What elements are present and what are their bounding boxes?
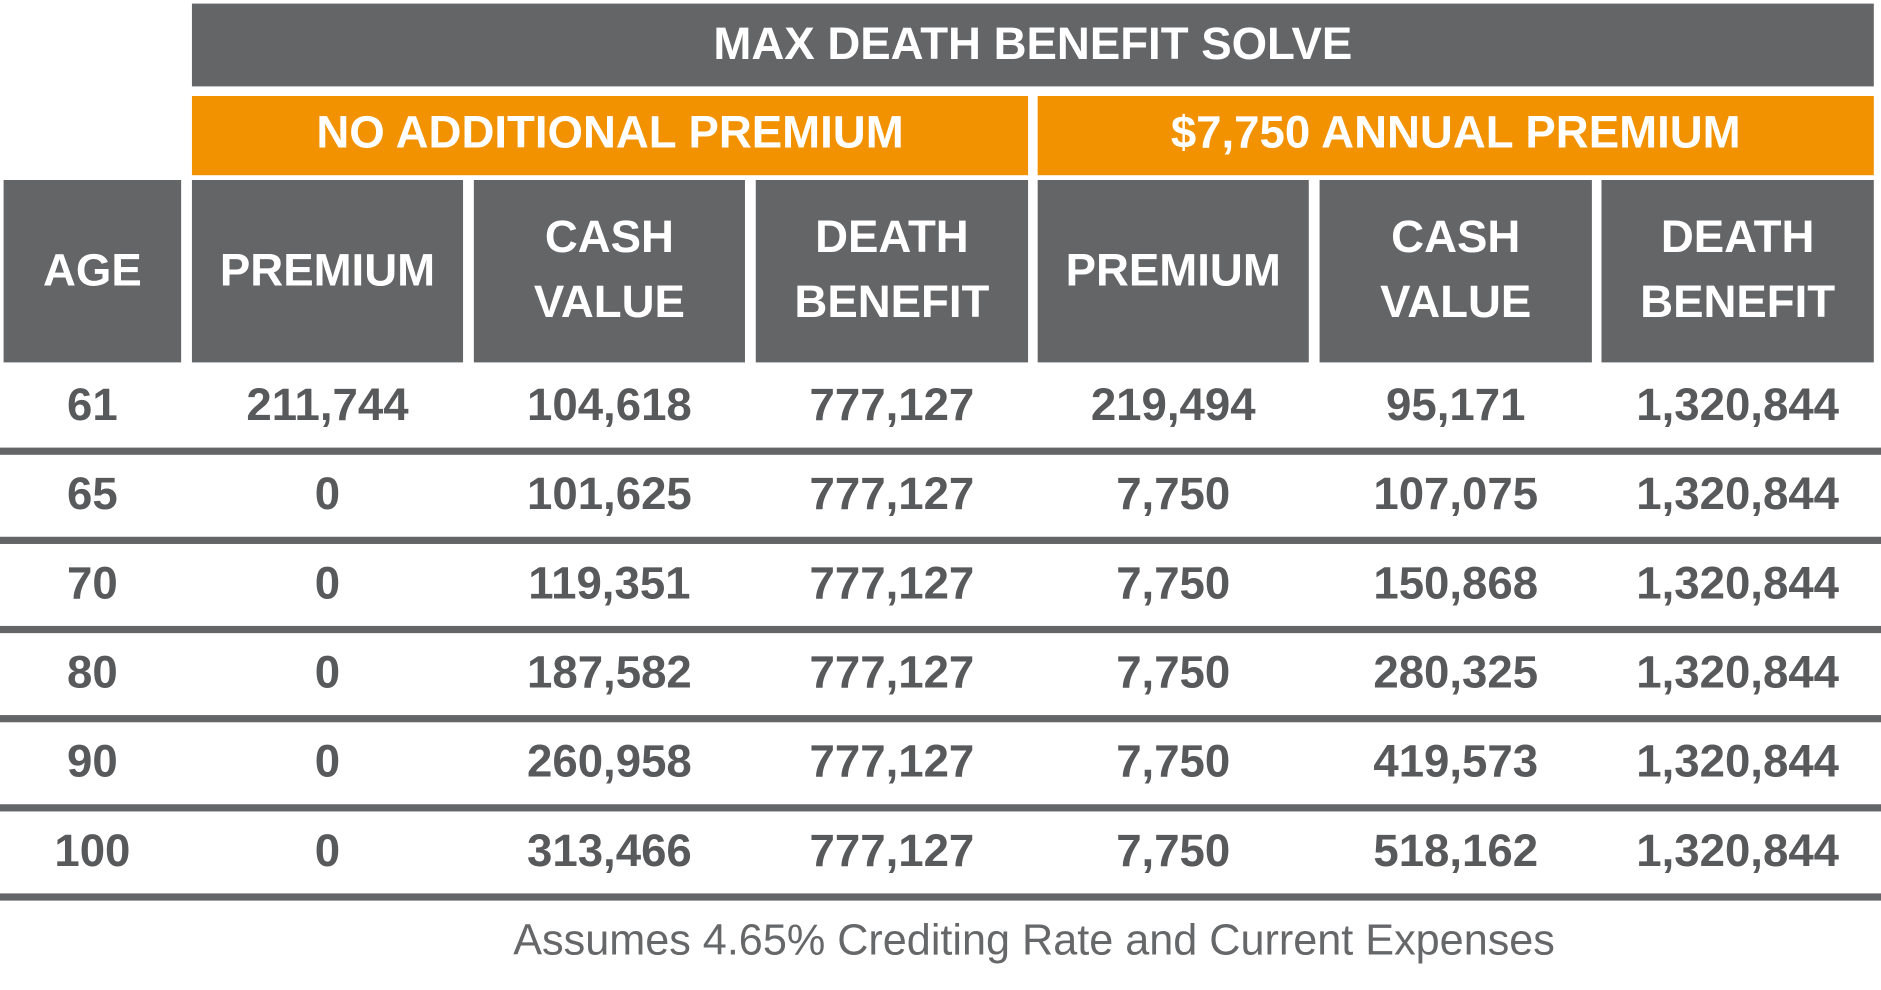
cell: 211,744 — [246, 379, 409, 430]
column-header: PREMIUM — [1066, 245, 1281, 296]
cell: 419,573 — [1373, 736, 1538, 787]
cell: 65 — [67, 468, 118, 519]
row-separator — [0, 804, 1881, 812]
cell: 1,320,844 — [1636, 379, 1839, 430]
cell: 187,582 — [527, 647, 692, 698]
group-label: $7,750 ANNUAL PREMIUM — [1171, 107, 1741, 158]
footnote: Assumes 4.65% Crediting Rate and Current… — [513, 917, 1555, 965]
cell: 61 — [67, 379, 118, 430]
cell: 0 — [315, 557, 340, 608]
group-bar — [191, 96, 1029, 176]
column-header-cell — [191, 180, 464, 363]
cell: 90 — [67, 736, 118, 787]
column-header: AGE — [43, 245, 142, 296]
cell: 101,625 — [527, 468, 692, 519]
table-title: MAX DEATH BENEFIT SOLVE — [713, 18, 1352, 69]
cell: 777,127 — [810, 647, 975, 698]
column-header: CASH VALUE — [1380, 211, 1531, 327]
column-header-cell — [755, 180, 1029, 363]
cell: 0 — [315, 647, 340, 698]
cell: 1,320,844 — [1636, 557, 1839, 608]
group-bar — [1037, 96, 1874, 176]
cell: 95,171 — [1386, 379, 1525, 430]
cell: 1,320,844 — [1636, 647, 1839, 698]
row-separator — [0, 447, 1881, 455]
column-header: DEATH BENEFIT — [794, 211, 989, 327]
cell: 7,750 — [1116, 825, 1230, 876]
cell: 100 — [54, 825, 130, 876]
column-header-cell — [1319, 180, 1592, 363]
cell: 7,750 — [1116, 557, 1230, 608]
cell: 1,320,844 — [1636, 468, 1839, 519]
cell: 104,618 — [527, 379, 692, 430]
column-header: CASH VALUE — [534, 211, 685, 327]
cell: 777,127 — [810, 736, 975, 787]
row-separator — [0, 536, 1881, 544]
cell: 1,320,844 — [1636, 736, 1839, 787]
cell: 777,127 — [810, 379, 975, 430]
cell: 518,162 — [1373, 825, 1538, 876]
cell: 1,320,844 — [1636, 825, 1839, 876]
cell: 313,466 — [527, 825, 692, 876]
title-bar — [191, 3, 1874, 87]
column-header: DEATH BENEFIT — [1640, 211, 1835, 327]
column-header-cell — [3, 180, 182, 363]
cell: 777,127 — [810, 825, 975, 876]
cell: 7,750 — [1116, 468, 1230, 519]
cell: 260,958 — [527, 736, 692, 787]
cell: 0 — [315, 736, 340, 787]
column-header-cell — [1601, 180, 1874, 363]
group-label: NO ADDITIONAL PREMIUM — [316, 107, 903, 158]
row-separator — [0, 893, 1881, 901]
cell: 0 — [315, 468, 340, 519]
cell: 777,127 — [810, 557, 975, 608]
cell: 7,750 — [1116, 736, 1230, 787]
cell: 777,127 — [810, 468, 975, 519]
cell: 70 — [67, 557, 118, 608]
cell: 0 — [315, 825, 340, 876]
row-separator — [0, 715, 1881, 723]
cell: 150,868 — [1373, 557, 1538, 608]
cell: 280,325 — [1373, 647, 1538, 698]
cell: 119,351 — [528, 557, 690, 608]
column-header-cell — [1037, 180, 1309, 363]
column-header-cell — [473, 180, 745, 363]
cell: 107,075 — [1373, 468, 1538, 519]
column-header: PREMIUM — [220, 245, 435, 296]
row-separator — [0, 625, 1881, 634]
cell: 219,494 — [1091, 379, 1256, 430]
cell: 7,750 — [1116, 647, 1230, 698]
cell: 80 — [67, 647, 118, 698]
